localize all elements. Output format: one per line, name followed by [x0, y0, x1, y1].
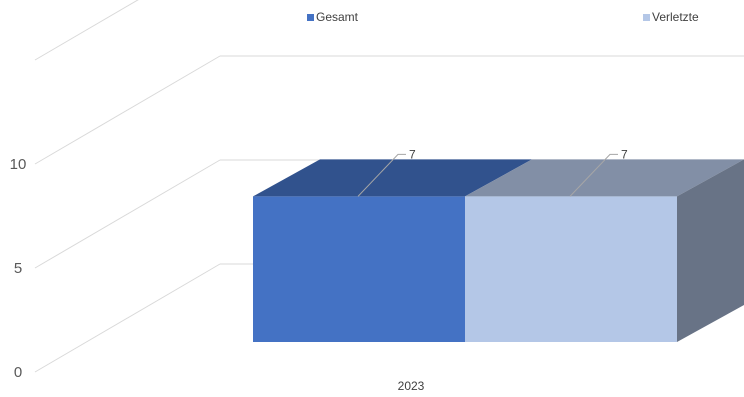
bar-gesamt-top — [253, 159, 532, 197]
bar-verletzte-front — [465, 196, 677, 342]
gridline-diagonal — [34, 159, 221, 269]
legend-swatch-verletzte — [643, 13, 650, 21]
bar-gesamt-front — [253, 196, 465, 342]
data-label-leader — [569, 153, 618, 197]
legend-item-gesamt: Gesamt — [307, 10, 358, 24]
gridline-diagonal — [34, 55, 221, 165]
x-axis-category-label: 2023 — [398, 379, 425, 393]
legend-label-verletzte: Verletzte — [652, 10, 699, 24]
data-label-gesamt: 7 — [409, 147, 416, 161]
bar-verletzte-top — [465, 159, 744, 197]
y-tick-label: 0 — [14, 364, 22, 381]
y-tick-label: 5 — [14, 260, 22, 277]
bars — [253, 159, 744, 342]
gridline-diagonal — [34, 0, 139, 61]
legend-item-verletzte: Verletzte — [643, 10, 699, 24]
bar-verletzte-side — [677, 159, 744, 342]
gridline-diagonal — [34, 263, 221, 373]
data-label-leader — [357, 153, 406, 197]
y-tick-label: 10 — [10, 156, 27, 173]
data-label-verletzte: 7 — [621, 147, 628, 161]
legend-swatch-gesamt — [307, 13, 314, 21]
legend-label-gesamt: Gesamt — [316, 10, 359, 24]
y-axis-ticks: 0 5 10 — [10, 156, 27, 381]
